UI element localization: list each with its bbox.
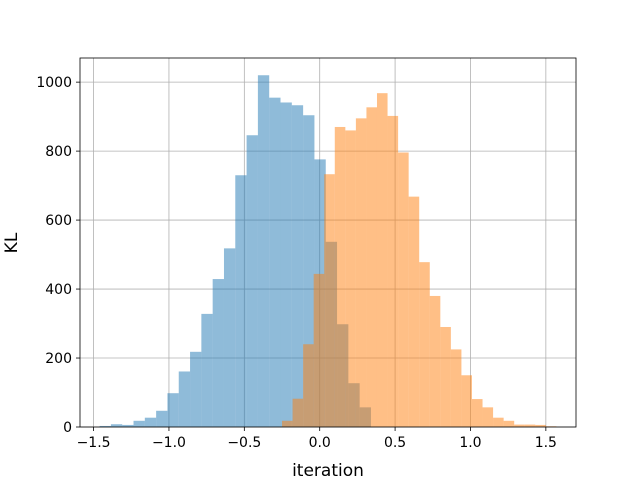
histogram-bar	[291, 105, 304, 428]
y-tick-label: 400	[45, 282, 72, 298]
histogram-bar	[269, 97, 281, 428]
histogram-bar	[387, 115, 399, 427]
y-tick-label: 800	[45, 144, 72, 160]
histogram-bar	[110, 424, 123, 427]
histogram-bar	[133, 420, 145, 427]
x-tick-label: 0.0	[309, 435, 331, 451]
histogram-bar	[493, 417, 504, 427]
x-tick-label: 0.5	[384, 435, 406, 451]
histogram-bar	[345, 130, 356, 427]
series-1	[282, 93, 557, 428]
histogram-bar	[398, 152, 409, 428]
y-axis-label: KL	[2, 232, 22, 253]
axes	[79, 57, 577, 428]
x-tick-label: −1.5	[77, 435, 111, 451]
histogram-bar	[535, 424, 546, 427]
histogram-bar	[122, 424, 134, 427]
histogram-bar	[235, 175, 247, 427]
histogram-bar	[482, 407, 494, 427]
x-tick-label: −0.5	[227, 435, 261, 451]
histogram-bar	[324, 174, 335, 427]
y-tick-label: 200	[45, 351, 72, 367]
histogram-bar	[303, 115, 315, 427]
bars-layer	[99, 75, 557, 428]
plot-frame	[79, 57, 577, 428]
ticks: −1.5 −1.0 −0.5 0.0 0.5 1.0 1.5 0 200 400 600 800 100…	[36, 75, 557, 451]
histogram-bar	[524, 424, 536, 427]
histogram-bar	[167, 393, 179, 427]
x-axis-label: iteration	[292, 461, 364, 480]
histogram-bar	[144, 417, 157, 427]
histogram-bar	[212, 279, 224, 427]
histogram-bar	[280, 102, 292, 428]
x-tick-label: 1.0	[459, 435, 481, 451]
histogram-bar	[156, 410, 168, 427]
histogram-bar	[246, 135, 258, 427]
histogram-bar	[429, 295, 441, 427]
histogram-bar	[303, 344, 314, 427]
histogram-bar	[461, 375, 472, 427]
x-tick-label: 1.5	[535, 435, 557, 451]
histogram-bar	[334, 126, 346, 428]
histogram-bar	[282, 420, 293, 427]
x-tick-label: −1.0	[152, 435, 186, 451]
histogram-bar	[503, 420, 515, 427]
histogram-bar	[223, 248, 236, 427]
y-tick-label: 1000	[36, 75, 72, 91]
histogram-bar	[201, 313, 213, 427]
histogram-bar	[313, 273, 325, 427]
histogram-bar	[419, 262, 430, 427]
histogram-bar	[376, 93, 388, 428]
histogram-bar	[178, 371, 191, 427]
y-tick-label: 0	[63, 420, 72, 436]
histogram-bar	[257, 75, 270, 428]
histogram-bar	[514, 424, 525, 427]
histogram-bar	[292, 398, 304, 427]
y-tick-label: 600	[45, 213, 72, 229]
histogram-bar	[450, 349, 462, 427]
histogram-bar	[471, 399, 483, 427]
histogram-bar	[366, 107, 377, 428]
histogram-bar	[99, 425, 111, 427]
histogram-bar	[355, 118, 367, 427]
histogram-bar	[190, 351, 202, 427]
histogram-bar	[408, 196, 420, 427]
histogram-bar	[440, 326, 451, 427]
